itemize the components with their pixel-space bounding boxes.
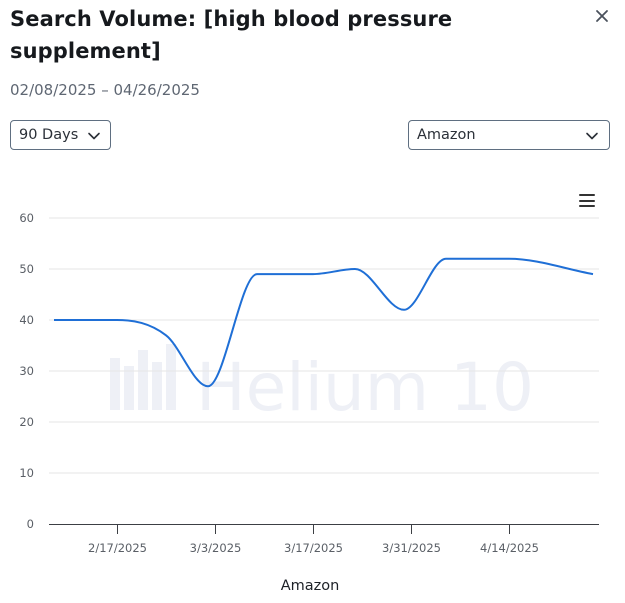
date-range: 02/08/2025 – 04/26/2025 (10, 81, 200, 99)
watermark-logo (110, 344, 176, 410)
x-axis-title: Amazon (280, 578, 340, 594)
y-tick-label: 0 (27, 517, 34, 531)
close-icon[interactable] (592, 6, 612, 26)
y-tick-label: 50 (19, 262, 34, 276)
y-tick-label: 40 (19, 313, 34, 327)
x-tick-label: 3/3/2025 (190, 541, 242, 555)
hamburger-menu-icon[interactable] (576, 192, 598, 210)
y-tick-label: 60 (19, 211, 34, 225)
x-tick-label: 3/17/2025 (284, 541, 343, 555)
period-select-value: 90 Days (19, 127, 79, 143)
dialog-title: Search Volume: [high blood pressure supp… (10, 7, 453, 63)
marketplace-select[interactable]: Amazon (408, 120, 610, 150)
chevron-down-icon (585, 129, 599, 143)
watermark-text: Helium 10 (196, 349, 534, 426)
y-tick-label: 10 (19, 466, 34, 480)
watermark-bar (110, 358, 120, 410)
watermark-bar (124, 366, 134, 410)
marketplace-select-value: Amazon (417, 127, 476, 143)
y-tick-label: 20 (19, 415, 34, 429)
chevron-down-icon (87, 129, 101, 143)
x-tick-label: 2/17/2025 (88, 541, 147, 555)
period-select[interactable]: 90 Days (10, 120, 111, 150)
series-line (53, 257, 594, 388)
watermark-bar (152, 362, 162, 410)
watermark-bar (166, 344, 176, 410)
x-tick-label: 4/14/2025 (480, 541, 539, 555)
y-tick-label: 30 (19, 364, 34, 378)
watermark-bar (138, 350, 148, 410)
x-tick-label: 3/31/2025 (382, 541, 441, 555)
